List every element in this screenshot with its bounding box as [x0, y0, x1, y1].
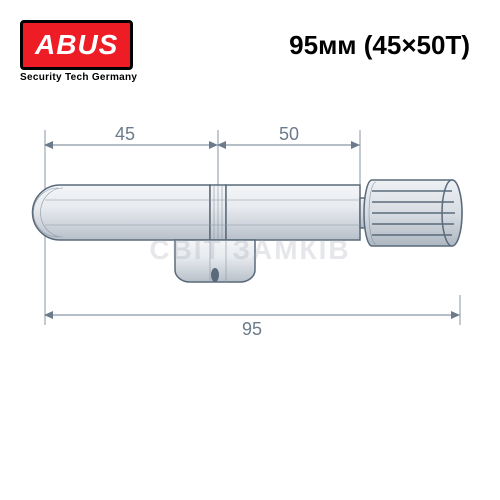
- dim-text-left: 45: [115, 124, 135, 144]
- cam-slot: [211, 268, 219, 282]
- product-title: 95мм (45×50T): [289, 30, 470, 61]
- cylinder-body-left: [32, 185, 210, 240]
- dim-text-right: 50: [279, 124, 299, 144]
- logo-tagline: Security Tech Germany: [20, 72, 137, 83]
- logo-brand-text: ABUS: [35, 29, 118, 60]
- cylinder-body-right: [226, 185, 360, 240]
- dim-text-total: 95: [242, 319, 262, 339]
- brand-logo: ABUS Security Tech Germany: [20, 20, 137, 83]
- logo-badge: ABUS: [20, 20, 133, 70]
- cylinder-diagram: 45 50 95: [0, 100, 500, 400]
